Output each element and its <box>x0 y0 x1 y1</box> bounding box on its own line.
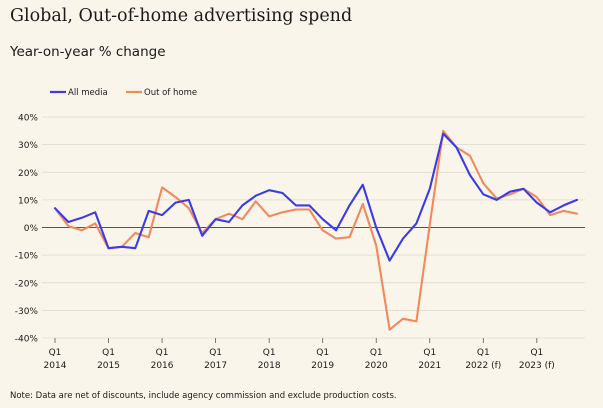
x-tick-label-quarter: Q1 <box>156 348 169 358</box>
x-tick-label-year: 2016 <box>151 361 174 371</box>
x-tick-label-year: 2015 <box>97 361 120 371</box>
x-tick-label-year: 2021 <box>418 361 441 371</box>
x-tick-label-year: 2014 <box>44 361 67 371</box>
x-tick-label-year: 2019 <box>311 361 334 371</box>
chart-subtitle: Year-on-year % change <box>10 44 166 60</box>
x-tick-label-quarter: Q1 <box>102 348 115 358</box>
x-tick-label-quarter: Q1 <box>370 348 383 358</box>
y-tick-label: -20% <box>15 279 39 289</box>
y-tick-label: 30% <box>18 141 38 151</box>
series-line-out-of-home <box>53 129 579 331</box>
y-tick-label: 20% <box>18 169 38 179</box>
chart-title: Global, Out-of-home advertising spend <box>10 6 353 26</box>
y-tick-label: 40% <box>18 114 38 124</box>
y-tick-label: -10% <box>15 252 39 262</box>
legend-label-out-of-home: Out of home <box>144 88 197 98</box>
x-tick-label-quarter: Q1 <box>316 348 329 358</box>
legend: All media Out of home <box>50 88 197 98</box>
x-tick-label-year: 2018 <box>258 361 281 371</box>
x-tick-label-year: 2022 (f) <box>465 361 501 371</box>
x-tick-label-quarter: Q1 <box>209 348 222 358</box>
x-tick-label-year: 2017 <box>204 361 227 371</box>
x-tick-label-quarter: Q1 <box>49 348 62 358</box>
x-tick-label-quarter: Q1 <box>423 348 436 358</box>
x-tick-label-quarter: Q1 <box>530 348 543 358</box>
series-line-all-media <box>53 132 579 262</box>
y-tick-label: 0% <box>24 224 39 234</box>
x-tick-label-year: 2023 (f) <box>519 361 555 371</box>
legend-label-all-media: All media <box>68 88 108 98</box>
footnote: Note: Data are net of discounts, include… <box>10 391 397 401</box>
y-tick-label: -30% <box>15 307 39 317</box>
y-tick-label: 10% <box>18 196 38 206</box>
x-tick-label-quarter: Q1 <box>477 348 490 358</box>
x-tick-label-year: 2020 <box>365 361 388 371</box>
x-tick-label-quarter: Q1 <box>263 348 276 358</box>
y-tick-label: -40% <box>15 335 39 345</box>
